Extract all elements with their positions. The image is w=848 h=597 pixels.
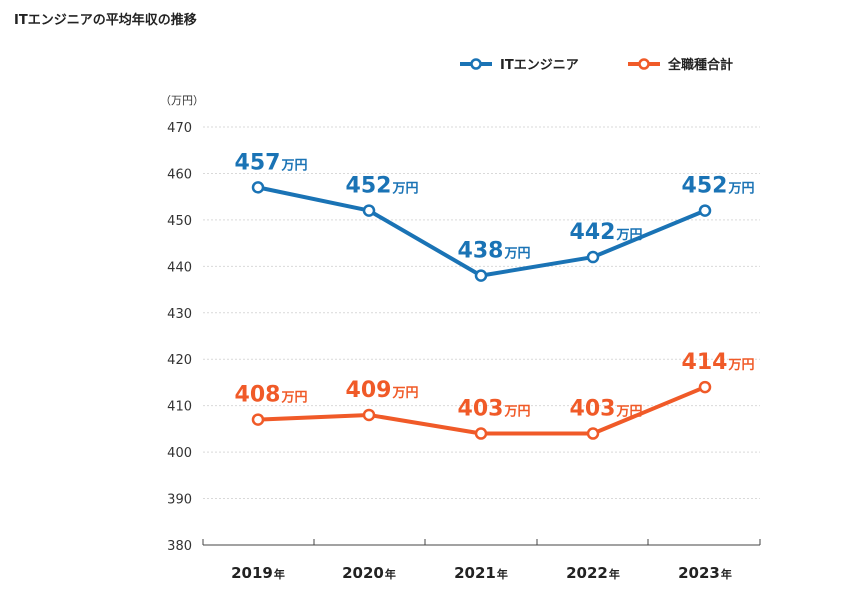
x-tick-label: 2021年: [454, 564, 508, 582]
legend-swatch-marker: [470, 58, 482, 70]
data-label-value: 414: [682, 350, 728, 375]
data-point: [474, 269, 488, 282]
data-label: 452万円: [346, 174, 419, 199]
legend-swatch-marker: [638, 58, 650, 70]
x-tick-year: 2020: [342, 564, 384, 582]
x-tick-year: 2023: [678, 564, 720, 582]
data-label-unit: 万円: [727, 358, 754, 373]
data-label-unit: 万円: [615, 405, 642, 420]
data-label: 409万円: [346, 378, 419, 403]
x-tick-suffix: 年: [721, 567, 732, 581]
x-tick-year: 2021: [454, 564, 496, 582]
data-label-unit: 万円: [503, 405, 530, 420]
data-label-value: 409: [346, 378, 392, 403]
y-axis-unit: （万円）: [160, 94, 204, 107]
series-lines: [251, 181, 712, 440]
data-label-value: 408: [235, 383, 281, 408]
y-tick-label: 380: [167, 539, 192, 554]
y-tick-label: 390: [167, 493, 192, 508]
data-label-unit: 万円: [727, 182, 754, 197]
data-label-value: 442: [570, 220, 616, 245]
x-tick-year: 2019: [231, 564, 273, 582]
data-label-unit: 万円: [280, 391, 307, 406]
legend-entry-2: 全職種合計: [667, 57, 733, 73]
x-tick-label: 2023年: [678, 564, 732, 582]
data-point: [474, 427, 488, 440]
x-tick-suffix: 年: [385, 567, 396, 581]
data-label-value: 452: [682, 174, 728, 199]
data-label-unit: 万円: [391, 386, 418, 401]
data-label: 408万円: [235, 383, 308, 408]
data-label: 414万円: [682, 350, 755, 375]
x-tick-suffix: 年: [274, 567, 285, 581]
data-point: [362, 204, 376, 217]
data-point: [698, 204, 712, 217]
legend: ITエンジニア 全職種合計: [460, 57, 733, 73]
y-tick-label: 420: [167, 353, 192, 368]
x-tick-label: 2022年: [566, 564, 620, 582]
data-label: 442万円: [570, 220, 643, 245]
y-tick-label: 470: [167, 121, 192, 136]
data-point: [586, 250, 600, 264]
data-label: 403万円: [570, 397, 643, 422]
x-tick-label: 2019年: [231, 564, 285, 582]
grid-lines: [203, 126, 760, 500]
data-label: 452万円: [682, 174, 755, 199]
data-point: [251, 413, 265, 426]
data-label: 403万円: [458, 397, 531, 422]
data-label-unit: 万円: [391, 182, 418, 197]
y-tick-label: 430: [167, 307, 192, 322]
data-point: [362, 408, 376, 422]
data-label: 438万円: [458, 239, 531, 264]
data-label-value: 457: [235, 150, 281, 175]
y-tick-label: 440: [167, 260, 192, 275]
data-point: [251, 181, 265, 194]
data-point: [586, 427, 600, 440]
legend-entry-1: ITエンジニア: [500, 58, 579, 73]
data-label-unit: 万円: [615, 228, 642, 243]
x-tick-year: 2022: [566, 564, 608, 582]
x-tick-suffix: 年: [497, 567, 508, 581]
x-tick-suffix: 年: [609, 567, 620, 581]
data-label-value: 403: [458, 397, 504, 422]
y-tick-label: 410: [167, 400, 192, 415]
page-title: ITエンジニアの平均年収の推移: [14, 13, 197, 28]
data-label-unit: 万円: [503, 247, 530, 262]
data-label-unit: 万円: [280, 158, 307, 173]
y-tick-label: 450: [167, 214, 192, 229]
data-point: [698, 380, 712, 394]
y-tick-label: 400: [167, 446, 192, 461]
data-label-value: 452: [346, 174, 392, 199]
data-label-value: 403: [570, 397, 616, 422]
data-label: 457万円: [235, 150, 308, 175]
x-tick-label: 2020年: [342, 564, 396, 582]
data-label-value: 438: [458, 239, 504, 264]
y-tick-label: 460: [167, 167, 192, 182]
